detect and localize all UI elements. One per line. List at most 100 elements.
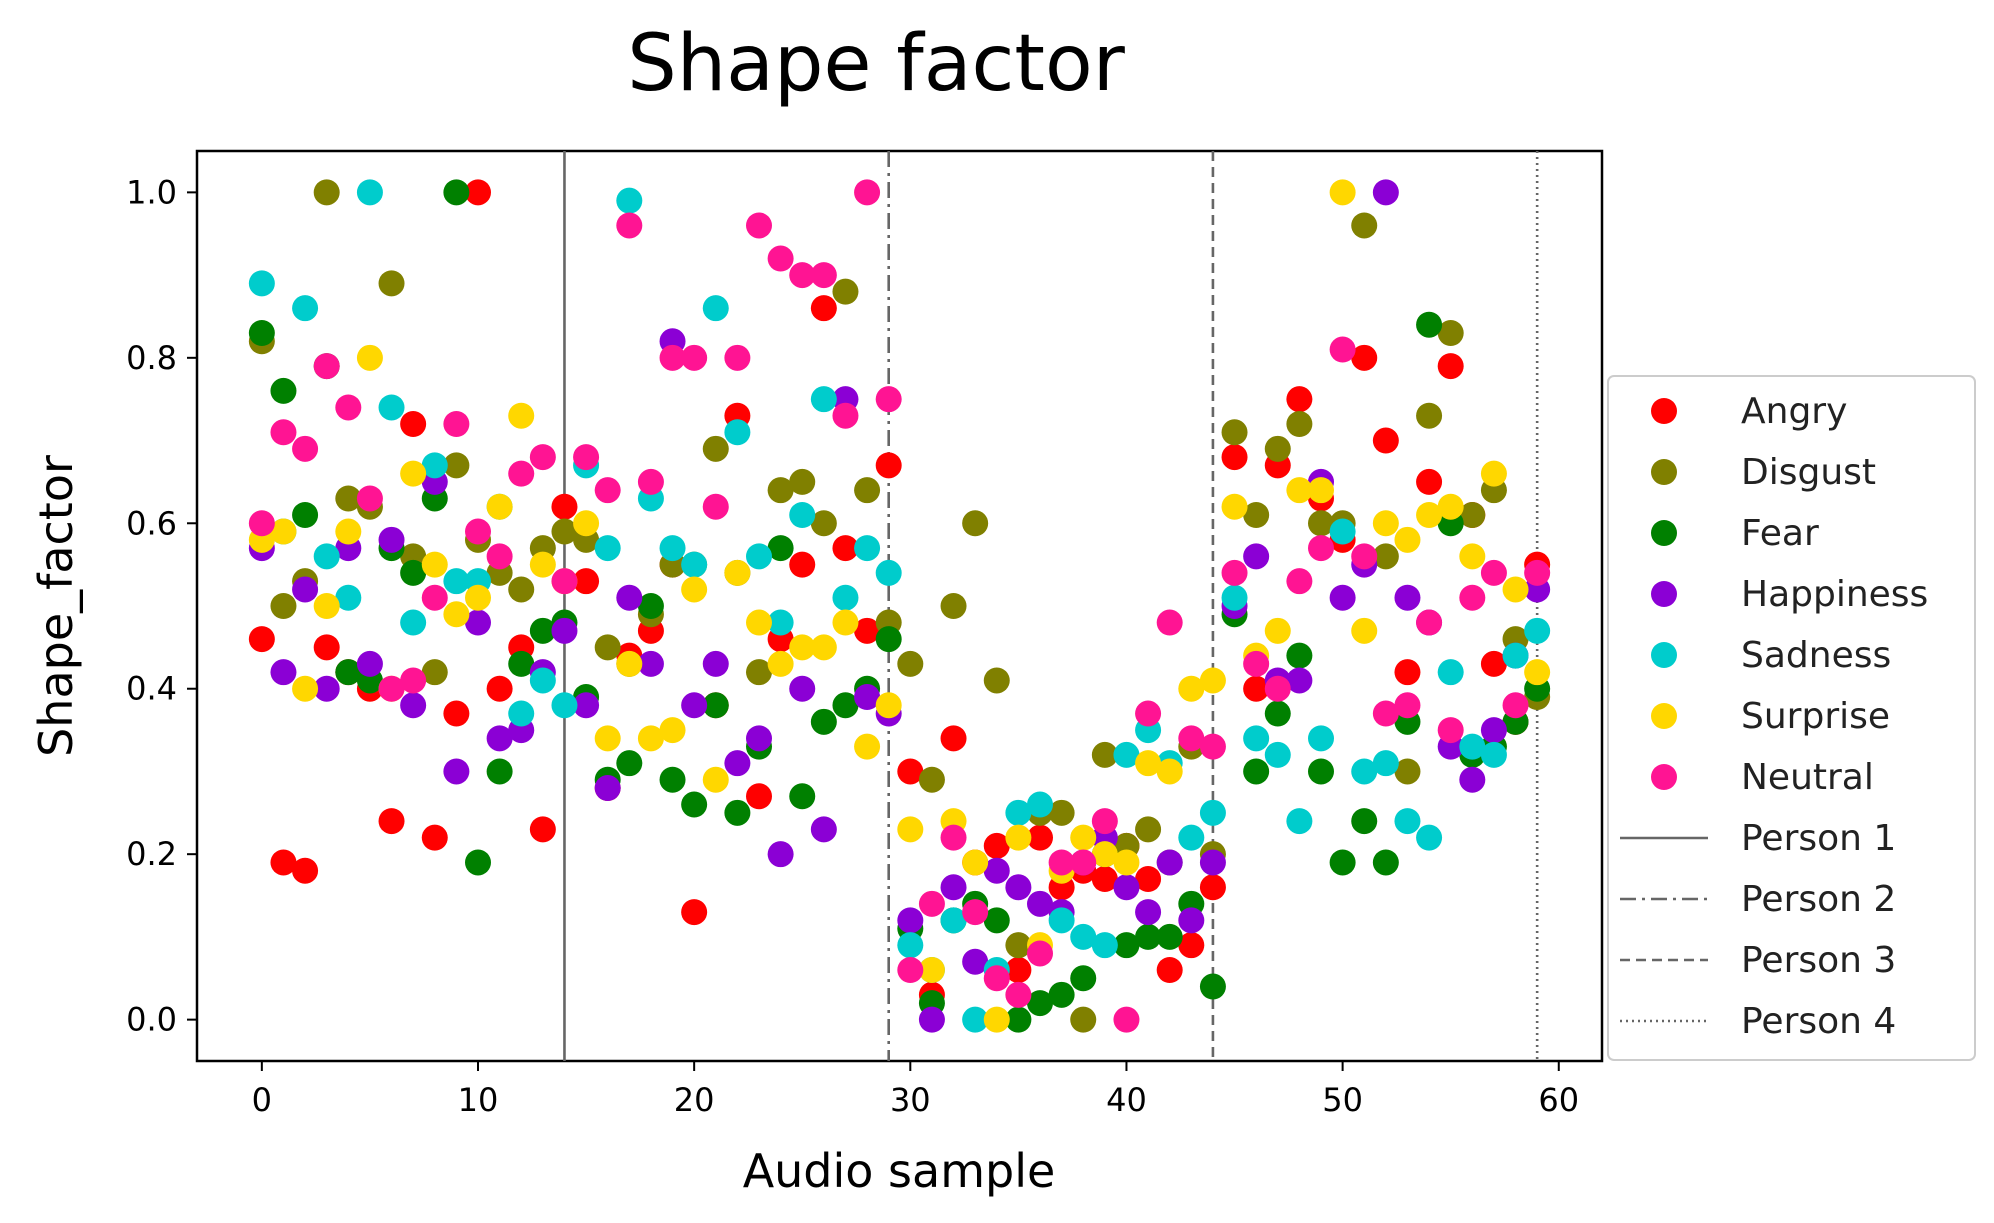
point-fear (724, 799, 751, 826)
point-fear (659, 766, 686, 793)
point-sadness (1048, 907, 1075, 934)
legend-label-angry: Angry (1741, 391, 1847, 432)
point-neutral (1221, 559, 1248, 586)
point-neutral (918, 890, 945, 917)
point-sadness (724, 419, 751, 446)
point-disgust (443, 452, 470, 479)
point-happiness (1286, 667, 1313, 694)
legend-label-person-4: Person 4 (1741, 1001, 1896, 1042)
series-neutral (248, 179, 1551, 1033)
point-fear (400, 559, 427, 586)
point-sadness (616, 187, 643, 214)
point-angry (573, 568, 600, 595)
point-surprise (356, 344, 383, 371)
point-sadness (767, 609, 794, 636)
point-sadness (659, 535, 686, 562)
point-disgust (421, 659, 448, 686)
point-fear (270, 377, 297, 404)
point-sadness (1437, 659, 1464, 686)
point-surprise (1178, 675, 1205, 702)
point-happiness (1178, 907, 1205, 934)
point-surprise (832, 609, 859, 636)
point-fear (443, 179, 470, 206)
point-happiness (551, 617, 578, 644)
point-happiness (702, 650, 729, 677)
point-neutral (1459, 584, 1486, 611)
point-fear (1372, 849, 1399, 876)
point-sadness (1005, 799, 1032, 826)
point-neutral (400, 667, 427, 694)
point-surprise (335, 518, 362, 545)
point-disgust (1135, 816, 1162, 843)
point-happiness (983, 857, 1010, 884)
y-tick-label: 1.0 (126, 173, 177, 211)
point-sadness (875, 559, 902, 586)
point-surprise (616, 650, 643, 677)
point-surprise (1394, 526, 1421, 553)
point-neutral (335, 394, 362, 421)
point-neutral (1286, 568, 1313, 595)
point-happiness (292, 576, 319, 603)
point-sadness (1070, 923, 1097, 950)
point-neutral (681, 344, 708, 371)
point-happiness (1005, 874, 1032, 901)
point-disgust (789, 468, 816, 495)
point-neutral (637, 468, 664, 495)
point-fear (1005, 1006, 1032, 1033)
point-angry (940, 725, 967, 752)
point-sadness (810, 386, 837, 413)
point-neutral (465, 518, 491, 545)
point-angry (400, 411, 427, 437)
point-happiness (1156, 849, 1183, 876)
point-fear (789, 783, 816, 810)
point-sadness (940, 907, 967, 934)
point-neutral (508, 460, 535, 487)
point-neutral (421, 584, 448, 611)
point-neutral (1199, 733, 1226, 760)
point-sadness (292, 295, 319, 322)
point-disgust (1091, 741, 1118, 768)
point-sadness (508, 700, 535, 727)
legend: Angry Disgust Fear Happiness Sadness Surprise… (1607, 375, 1976, 1061)
point-sadness (1329, 518, 1356, 545)
legend-label-person-1: Person 1 (1741, 818, 1896, 859)
point-disgust (897, 650, 924, 677)
point-disgust (1459, 502, 1486, 528)
point-angry (248, 626, 275, 653)
point-neutral (724, 344, 751, 371)
point-disgust (1005, 932, 1032, 959)
point-angry (875, 452, 902, 479)
x-tick-label: 20 (674, 1081, 715, 1119)
point-disgust (702, 435, 729, 462)
point-neutral (616, 212, 643, 239)
point-surprise (313, 593, 340, 619)
point-sadness (681, 551, 708, 578)
point-neutral (1113, 1006, 1140, 1033)
point-angry (1437, 353, 1464, 380)
chart-title: Shape factor (627, 19, 1125, 109)
point-happiness (1113, 874, 1140, 901)
point-disgust (270, 593, 297, 619)
point-neutral (832, 402, 859, 429)
point-neutral (551, 568, 578, 595)
point-neutral (702, 493, 729, 520)
legend-marker-sadness (1651, 642, 1677, 668)
legend-label-person-3: Person 3 (1741, 940, 1896, 981)
point-sadness (1372, 750, 1399, 777)
legend-label-disgust: Disgust (1741, 452, 1876, 493)
point-surprise (1221, 493, 1248, 520)
point-angry (854, 617, 881, 644)
point-neutral (1480, 559, 1507, 586)
point-disgust (1308, 510, 1334, 537)
point-fear (248, 320, 275, 346)
point-happiness (1027, 890, 1053, 917)
point-disgust (1243, 502, 1270, 528)
point-surprise (529, 551, 556, 578)
legend-marker-surprise (1651, 703, 1677, 729)
point-angry (1372, 427, 1399, 454)
point-fear (1264, 700, 1291, 727)
point-neutral (1351, 543, 1378, 570)
point-surprise (962, 849, 989, 876)
point-sadness (1221, 584, 1248, 611)
